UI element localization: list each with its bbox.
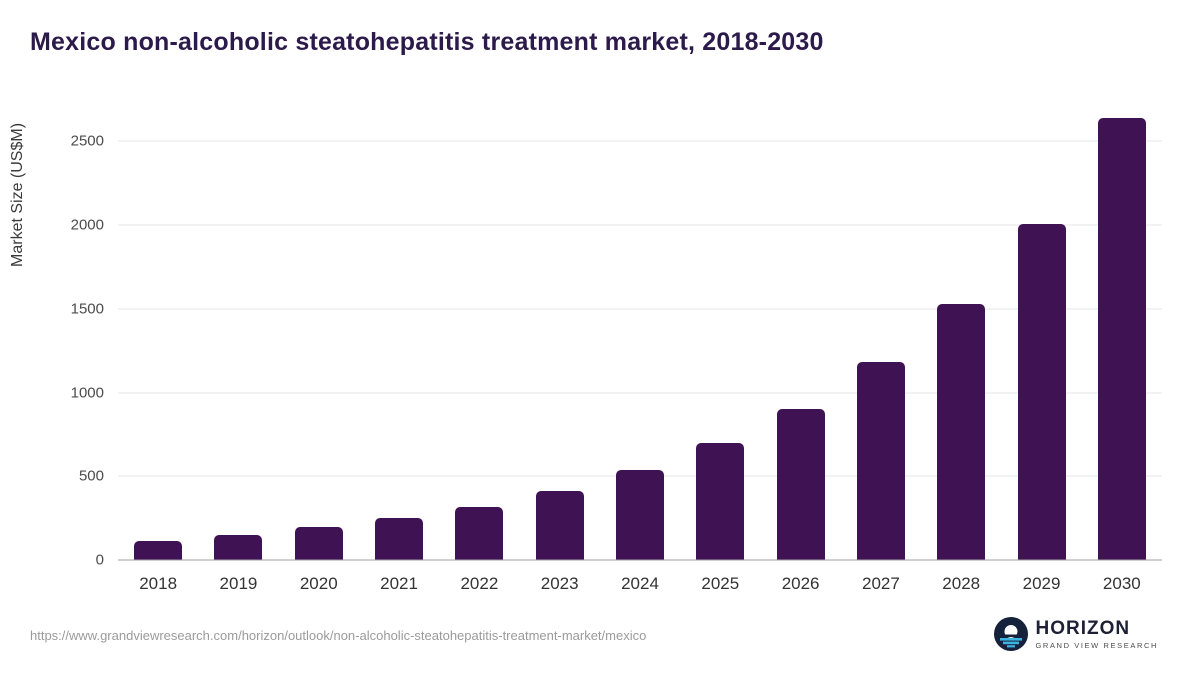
bar-2023 [535,491,584,560]
y-tick-label: 500 [78,467,104,485]
x-tick-label: 2026 [781,574,820,593]
bar-2030 [1097,118,1146,560]
y-axis-title: Market Size (US$M) [9,122,26,267]
x-tick-label: 2024 [621,574,659,593]
gridline [118,140,1162,142]
bar-2018 [134,540,183,560]
horizon-logo-name: HORIZON [1035,617,1131,639]
x-tick-label: 2029 [1022,574,1061,593]
gridline [118,308,1162,310]
x-tick-label: 2018 [139,574,178,593]
y-tick-label: 2500 [70,132,104,150]
gridline [118,392,1162,394]
y-tick-label: 1000 [70,384,104,402]
y-tick-label: 2000 [70,216,104,234]
x-tick-label: 2020 [299,574,338,593]
bar-2019 [214,534,263,560]
bar-2025 [696,442,745,560]
horizon-logo-text: HORIZON GRAND VIEW RESEARCH [1036,619,1159,650]
page-title: Mexico non-alcoholic steatohepatitis tre… [30,28,824,56]
bar-2028 [937,303,986,560]
horizon-logo-icon [993,617,1028,651]
x-tick-label: 2030 [1102,574,1141,593]
bar-2022 [455,507,504,560]
gridline [118,224,1162,226]
x-tick-label: 2022 [460,574,499,593]
bar-2026 [776,409,825,560]
x-tick-label: 2023 [540,574,579,593]
x-tick-label: 2028 [942,574,981,593]
bar-2027 [856,362,905,560]
bar-2020 [294,527,343,560]
horizon-logo: HORIZON GRAND VIEW RESEARCH [993,617,1159,651]
x-tick-label: 2021 [380,574,418,593]
x-tick-label: 2027 [862,574,900,593]
y-tick-label: 0 [95,551,104,569]
x-tick-label: 2025 [701,574,740,593]
bar-chart-plot-area: 0 500 1000 1500 2000 2500 2018 2019 2020 2021 2022… [71,108,1162,593]
bar-2024 [616,470,664,560]
bar-2021 [375,518,424,560]
x-axis-line [118,559,1162,561]
y-tick-label: 1500 [70,300,104,318]
horizon-logo-subtitle: GRAND VIEW RESEARCH [1035,640,1158,650]
source-url: https://www.grandviewresearch.com/horizo… [30,628,647,643]
bar-2029 [1017,224,1066,560]
x-tick-label: 2019 [219,574,258,593]
